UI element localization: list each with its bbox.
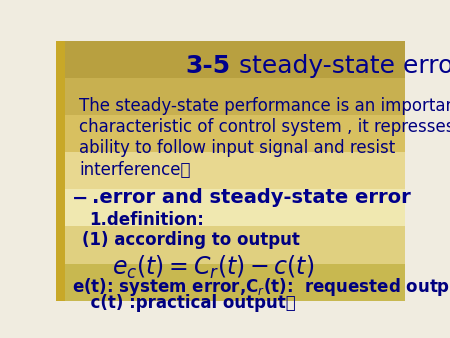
Bar — [56, 115, 405, 152]
Text: interference。: interference。 — [79, 161, 190, 178]
Bar — [56, 41, 65, 301]
Bar — [56, 152, 405, 189]
Text: 1.definition:: 1.definition: — [90, 211, 204, 229]
Text: e(t): system error,C$_r$(t):  requested output,: e(t): system error,C$_r$(t): requested o… — [72, 276, 450, 298]
Text: $e_c(t)=C_r(t)-c(t)$: $e_c(t)=C_r(t)-c(t)$ — [112, 254, 315, 281]
Text: (1) according to output: (1) according to output — [82, 231, 300, 249]
Text: The steady-state performance is an important: The steady-state performance is an impor… — [79, 97, 450, 115]
Bar — [56, 78, 405, 115]
Bar — [56, 264, 405, 301]
Bar — [56, 41, 405, 78]
Text: −: − — [72, 188, 88, 208]
Text: c(t) :practical output。: c(t) :practical output。 — [79, 294, 296, 312]
Bar — [56, 189, 405, 226]
Text: ability to follow input signal and resist: ability to follow input signal and resis… — [79, 139, 395, 157]
Text: steady-state error calculation: steady-state error calculation — [230, 54, 450, 78]
Text: .error and steady-state error: .error and steady-state error — [92, 188, 411, 208]
Bar — [56, 226, 405, 264]
Text: 3-5: 3-5 — [185, 54, 230, 78]
Text: characteristic of control system , it represses the: characteristic of control system , it re… — [79, 118, 450, 136]
